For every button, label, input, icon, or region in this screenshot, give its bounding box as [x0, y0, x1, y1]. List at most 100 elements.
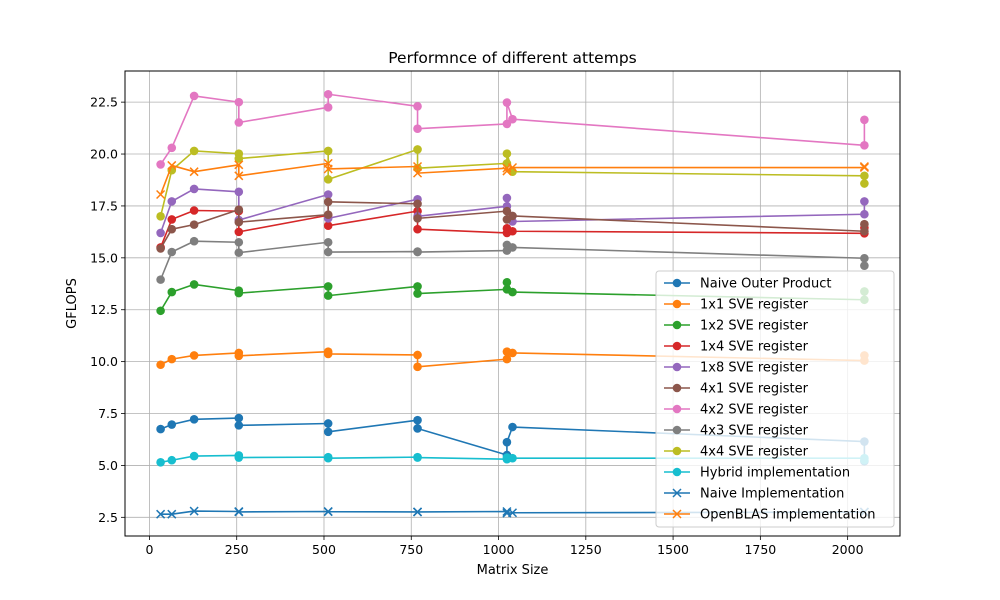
data-point	[323, 146, 333, 156]
legend-swatch-marker	[672, 446, 682, 456]
data-point	[167, 215, 177, 224]
legend-swatch-marker	[672, 425, 682, 435]
legend-label: 1x1 SVE register	[700, 298, 809, 313]
data-point	[323, 247, 333, 257]
data-point	[860, 141, 869, 150]
data-point	[413, 362, 422, 372]
x-axis-label: Matrix Size	[477, 563, 549, 578]
y-tick-label: 17.5	[90, 198, 118, 213]
legend-item: Naive Outer Product	[664, 277, 832, 292]
data-point	[234, 288, 244, 298]
data-point	[508, 453, 517, 463]
data-point	[502, 98, 512, 107]
data-point	[234, 507, 244, 517]
data-point	[234, 237, 244, 247]
data-point	[860, 253, 869, 263]
data-point	[413, 424, 422, 433]
data-point	[156, 360, 165, 370]
data-point	[502, 159, 512, 168]
legend-item: 1x1 SVE register	[664, 298, 809, 313]
data-point	[413, 101, 422, 111]
data-point	[323, 197, 333, 207]
data-point	[167, 354, 177, 364]
legend-item: Naive Implementation	[664, 487, 844, 502]
data-point	[860, 226, 869, 236]
data-point	[323, 221, 333, 230]
data-point	[508, 211, 517, 221]
x-tick-label: 750	[399, 542, 423, 557]
legend-label: Naive Outer Product	[700, 277, 832, 292]
data-point	[234, 118, 244, 127]
data-point	[860, 197, 869, 206]
series-4x1-sve-register	[156, 197, 869, 253]
plot-series	[156, 89, 869, 519]
data-point	[234, 187, 244, 197]
data-point	[323, 103, 333, 112]
data-point	[413, 168, 423, 178]
legend-swatch-marker	[672, 509, 682, 519]
legend-swatch-marker	[672, 488, 682, 498]
data-point	[502, 278, 512, 287]
legend-swatch-marker	[672, 341, 682, 351]
data-point	[413, 350, 422, 360]
data-point	[189, 206, 199, 215]
data-point	[156, 244, 165, 253]
x-axis-ticks: 0 250 500 750 1000 1250 1500 1750 2000	[145, 536, 864, 557]
data-point	[502, 166, 512, 176]
data-point	[323, 427, 333, 437]
data-point	[507, 162, 518, 173]
y-tick-label: 10.0	[90, 354, 118, 369]
y-axis-ticks: 2.5 5.0 7.5 10.0 12.5 15.0 17.5 20.0 22.5	[90, 95, 125, 525]
data-point	[167, 197, 177, 206]
data-point	[156, 306, 165, 316]
data-point	[507, 508, 518, 518]
legend-swatch-marker	[672, 467, 682, 477]
data-point	[189, 91, 199, 101]
data-point	[156, 160, 165, 169]
data-point	[413, 415, 422, 425]
data-point	[189, 451, 199, 461]
legend-swatch-marker	[672, 320, 682, 330]
data-point	[323, 210, 333, 219]
data-point	[189, 167, 199, 177]
data-point	[413, 161, 423, 172]
y-tick-label: 22.5	[90, 95, 118, 110]
data-point	[234, 227, 244, 237]
legend-item: 4x2 SVE register	[664, 403, 809, 418]
data-point	[323, 507, 333, 517]
data-point	[502, 119, 512, 129]
data-point	[167, 509, 177, 519]
data-point	[860, 209, 869, 219]
data-point	[323, 349, 333, 359]
data-point	[189, 415, 199, 424]
series-4x2-sve-register	[156, 89, 869, 169]
data-point	[323, 89, 333, 99]
data-point	[502, 206, 512, 216]
legend-item: 4x1 SVE register	[664, 382, 809, 397]
x-tick-label: 1250	[570, 542, 602, 557]
data-point	[508, 114, 517, 124]
data-point	[167, 247, 177, 257]
data-point	[323, 282, 333, 291]
data-point	[234, 453, 244, 462]
data-point	[156, 228, 165, 238]
plot-frame	[124, 70, 901, 537]
data-point	[413, 199, 422, 209]
data-point	[189, 351, 199, 360]
data-point	[413, 453, 422, 462]
data-point	[234, 160, 244, 170]
legend-item: 4x4 SVE register	[664, 445, 809, 460]
y-tick-label: 2.5	[98, 510, 118, 525]
data-point	[234, 217, 244, 227]
data-point	[189, 506, 199, 516]
data-point	[860, 171, 869, 181]
data-point	[508, 348, 517, 358]
data-point	[234, 421, 244, 430]
data-point	[860, 115, 869, 125]
legend-item: OpenBLAS implementation	[664, 508, 875, 523]
data-point	[167, 143, 177, 153]
legend: Naive Outer Product 1x1 SVE register 1x2 S…	[655, 270, 895, 528]
data-point	[413, 124, 422, 134]
data-point	[167, 455, 177, 465]
